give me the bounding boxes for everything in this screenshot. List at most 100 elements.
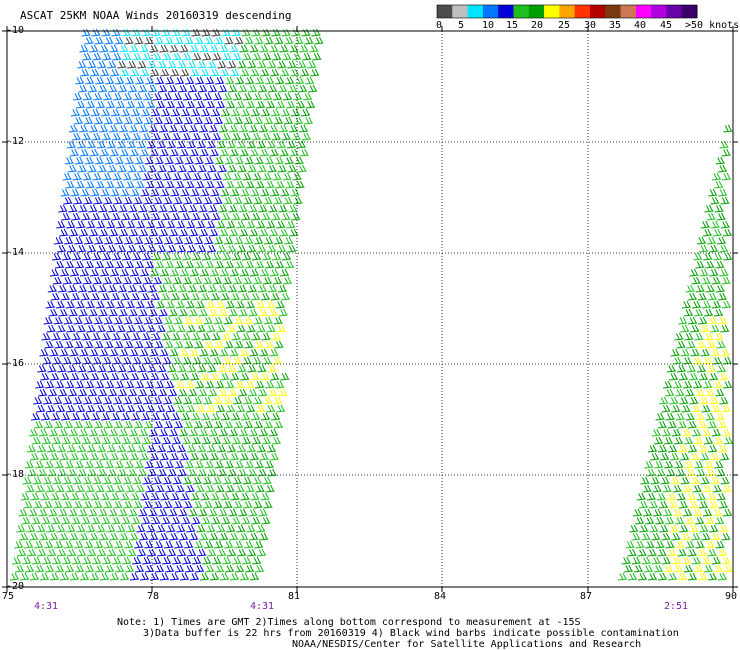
wind-barb bbox=[77, 284, 87, 293]
wind-barb bbox=[74, 156, 84, 165]
wind-barb bbox=[700, 476, 710, 485]
wind-barb bbox=[241, 132, 251, 141]
wind-barb bbox=[63, 396, 73, 405]
wind-barb bbox=[113, 396, 123, 405]
wind-barb bbox=[135, 100, 146, 109]
wind-barb bbox=[155, 100, 166, 109]
wind-barb bbox=[688, 372, 699, 381]
wind-barb bbox=[137, 364, 147, 373]
colorbar-label: 25 bbox=[558, 20, 571, 31]
wind-barb bbox=[647, 572, 657, 581]
wind-barb bbox=[87, 468, 97, 477]
wind-barb bbox=[263, 420, 274, 429]
wind-barb bbox=[237, 164, 247, 173]
wind-barb bbox=[110, 492, 120, 501]
wind-barb bbox=[312, 52, 322, 61]
wind-barb bbox=[163, 396, 173, 405]
wind-barb bbox=[120, 492, 130, 501]
wind-barb bbox=[115, 100, 126, 109]
wind-barb bbox=[249, 228, 259, 237]
wind-barb bbox=[121, 332, 131, 341]
wind-barb bbox=[269, 228, 279, 237]
wind-barb bbox=[95, 76, 105, 85]
wind-barb bbox=[259, 348, 269, 357]
wind-barb bbox=[129, 348, 139, 357]
wind-barb bbox=[87, 548, 97, 557]
wind-barb bbox=[230, 412, 241, 421]
wind-barb bbox=[208, 308, 218, 317]
wind-barb bbox=[677, 444, 688, 453]
wind-barbs bbox=[9, 28, 733, 581]
wind-barb bbox=[246, 444, 256, 453]
wind-barb bbox=[188, 204, 198, 213]
wind-barb bbox=[152, 556, 162, 565]
wind-barb bbox=[721, 300, 731, 309]
latitude-label: -18 bbox=[6, 469, 25, 480]
wind-barb bbox=[94, 260, 105, 269]
wind-barb bbox=[173, 396, 183, 405]
wind-barb bbox=[180, 68, 190, 77]
wind-barb bbox=[193, 196, 203, 205]
wind-barb bbox=[212, 556, 222, 565]
wind-barb bbox=[137, 164, 147, 173]
wind-barb bbox=[231, 132, 241, 141]
wind-barb bbox=[693, 308, 704, 317]
wind-barb bbox=[173, 196, 183, 205]
wind-barb bbox=[276, 140, 286, 149]
wind-barb bbox=[71, 212, 81, 221]
wind-barb bbox=[80, 492, 90, 501]
wind-barb bbox=[122, 276, 132, 285]
wind-barb bbox=[198, 308, 208, 317]
wind-barb bbox=[80, 372, 90, 381]
colorbar-swatch bbox=[605, 5, 622, 18]
wind-barb bbox=[59, 348, 69, 357]
wind-barb bbox=[236, 140, 246, 149]
wind-barb bbox=[690, 324, 700, 333]
wind-barb bbox=[261, 436, 271, 445]
wind-barb bbox=[94, 460, 104, 469]
wind-barb bbox=[100, 108, 111, 117]
swath-time-3: 2:51 bbox=[664, 601, 689, 612]
wind-barb bbox=[177, 244, 187, 253]
wind-barb bbox=[93, 316, 103, 325]
wind-barb bbox=[225, 380, 235, 389]
wind-barb bbox=[117, 284, 127, 293]
wind-barb bbox=[254, 236, 264, 245]
wind-barb bbox=[80, 108, 91, 117]
wind-barb bbox=[86, 140, 96, 149]
wind-barb bbox=[271, 436, 281, 445]
wind-barb bbox=[277, 164, 287, 173]
wind-barb bbox=[168, 308, 178, 317]
wind-barb bbox=[674, 460, 684, 469]
wind-barb bbox=[97, 244, 107, 253]
wind-barb bbox=[711, 300, 721, 309]
wind-barb bbox=[83, 420, 94, 429]
wind-barb bbox=[124, 564, 135, 573]
wind-barb bbox=[217, 60, 227, 69]
wind-barb bbox=[248, 84, 258, 93]
wind-barb bbox=[225, 484, 235, 493]
wind-barb bbox=[236, 444, 246, 453]
wind-barb bbox=[202, 52, 212, 61]
wind-barb bbox=[252, 276, 262, 285]
wind-barb bbox=[92, 476, 102, 485]
wind-barb bbox=[238, 84, 248, 93]
wind-barb bbox=[125, 300, 135, 309]
wind-barb bbox=[213, 92, 223, 101]
wind-barb bbox=[674, 332, 684, 341]
wind-barb bbox=[81, 132, 91, 141]
wind-barb bbox=[85, 484, 95, 493]
wind-barb bbox=[279, 228, 289, 237]
wind-barb bbox=[76, 324, 86, 333]
wind-barb bbox=[107, 364, 117, 373]
wind-barb bbox=[672, 508, 683, 517]
wind-barb bbox=[186, 220, 196, 229]
wind-barb bbox=[278, 204, 288, 213]
wind-barb bbox=[207, 548, 217, 557]
wind-barb bbox=[209, 268, 219, 277]
wind-barb bbox=[267, 244, 277, 253]
wind-barb bbox=[186, 324, 196, 333]
wind-barb bbox=[240, 188, 250, 197]
wind-barb bbox=[288, 84, 298, 93]
wind-barb bbox=[704, 332, 714, 341]
